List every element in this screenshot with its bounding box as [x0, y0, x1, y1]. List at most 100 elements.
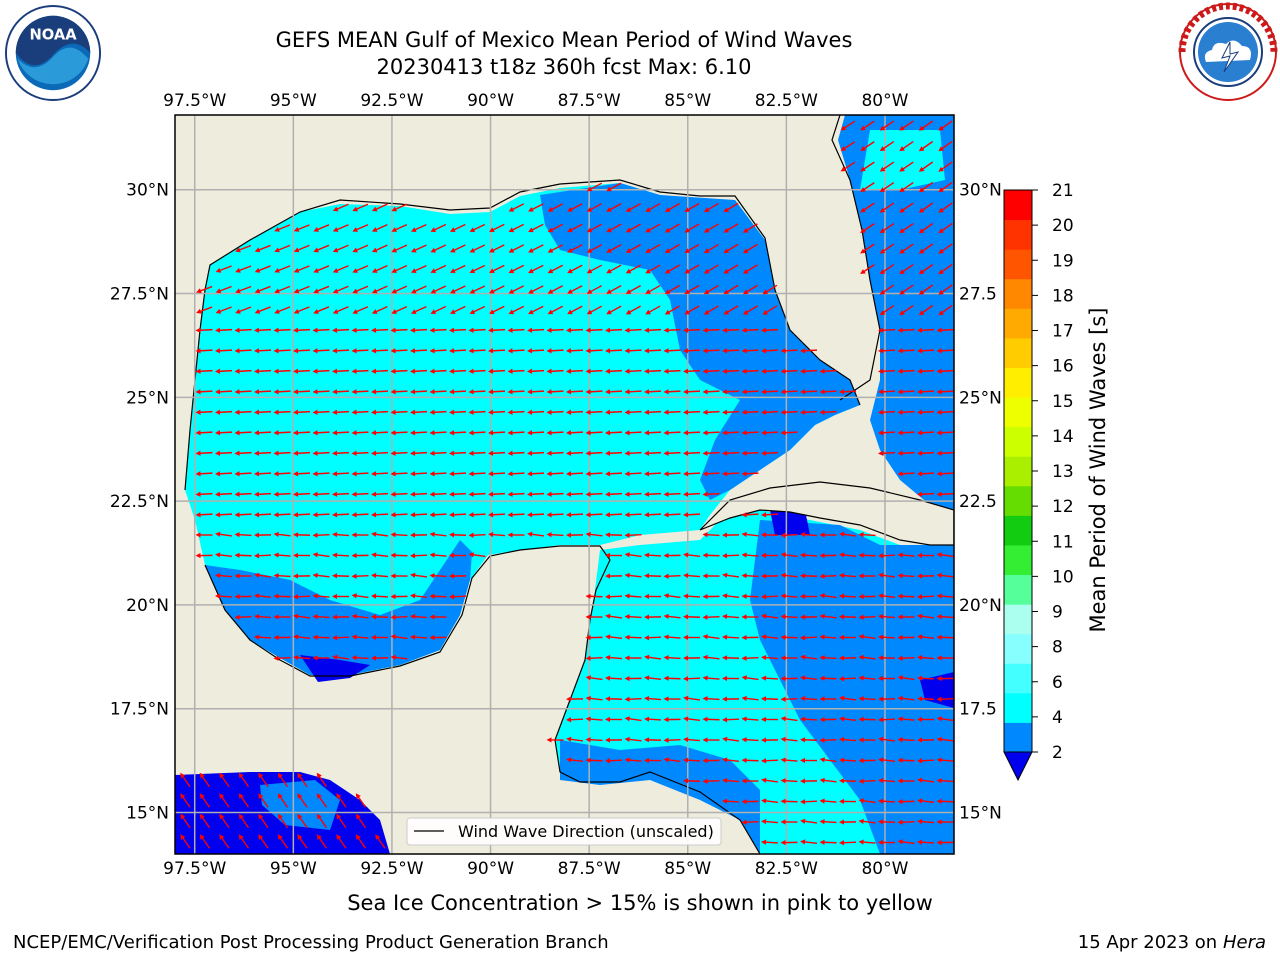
wave-direction-arrow: [702, 614, 720, 620]
wave-direction-arrow: [469, 244, 486, 253]
wave-direction-arrow: [238, 793, 250, 808]
wave-direction-arrow: [644, 675, 662, 681]
wave-direction-arrow: [761, 532, 779, 538]
wave-direction-arrow: [351, 348, 369, 354]
wave-direction-arrow: [585, 450, 603, 456]
wave-direction-arrow: [819, 798, 837, 804]
wave-direction-arrow: [567, 203, 583, 212]
wave-direction-arrow: [258, 834, 269, 849]
wave-direction-arrow: [780, 839, 798, 846]
wave-direction-arrow: [605, 409, 623, 415]
wave-direction-arrow: [410, 348, 428, 354]
wave-direction-arrow: [371, 491, 389, 497]
wave-direction-arrow: [741, 450, 759, 456]
lon-tick-bottom: 82.5°W: [755, 859, 818, 879]
wave-direction-arrow: [684, 264, 700, 274]
wave-direction-arrow: [508, 244, 525, 253]
wave-direction-arrow: [819, 777, 837, 784]
wave-direction-arrow: [625, 223, 641, 233]
wave-direction-arrow: [273, 614, 291, 620]
wave-direction-arrow: [897, 573, 915, 579]
wave-direction-arrow: [839, 716, 857, 722]
wave-direction-arrow: [878, 553, 896, 559]
wave-direction-arrow: [254, 265, 271, 273]
wave-direction-arrow: [332, 430, 350, 436]
wave-direction-arrow: [683, 368, 701, 374]
wave-direction-arrow: [293, 327, 311, 333]
wave-direction-arrow: [254, 409, 272, 415]
wave-direction-arrow: [429, 491, 447, 497]
wave-direction-arrow: [215, 409, 233, 415]
wave-direction-arrow: [624, 675, 642, 682]
wave-direction-arrow: [897, 655, 915, 661]
wave-direction-arrow: [293, 244, 310, 253]
wave-direction-arrow: [917, 737, 935, 743]
wave-direction-arrow: [313, 224, 330, 232]
wave-direction-arrow: [878, 819, 896, 825]
chart-title: GEFS MEAN Gulf of Mexico Mean Period of …: [275, 28, 853, 52]
wave-direction-arrow: [741, 798, 759, 805]
wave-direction-arrow: [585, 327, 603, 333]
wave-direction-arrow: [702, 450, 720, 456]
wave-direction-arrow: [683, 512, 701, 518]
colorbar-segment: [1004, 692, 1032, 723]
wave-direction-arrow: [274, 285, 291, 294]
wave-direction-arrow: [410, 634, 428, 640]
wave-direction-arrow: [741, 695, 759, 702]
wave-direction-arrow: [297, 793, 308, 808]
wave-direction-arrow: [761, 368, 779, 374]
wave-direction-arrow: [741, 389, 759, 395]
wave-direction-arrow: [800, 675, 818, 681]
wave-direction-arrow: [625, 305, 641, 315]
wave-direction-arrow: [371, 306, 388, 314]
wave-direction-arrow: [702, 491, 720, 497]
wave-direction-arrow: [897, 471, 915, 477]
wave-direction-arrow: [644, 695, 662, 702]
wave-direction-arrow: [917, 675, 935, 681]
wave-direction-arrow: [703, 202, 719, 213]
wave-direction-arrow: [624, 348, 642, 354]
wave-direction-arrow: [878, 613, 896, 620]
wave-direction-arrow: [800, 799, 818, 805]
wave-direction-arrow: [390, 409, 408, 415]
wave-direction-arrow: [819, 593, 837, 599]
wave-direction-arrow: [878, 430, 896, 436]
wave-direction-arrow: [605, 675, 623, 681]
atlantic-water: [838, 115, 954, 510]
wave-direction-arrow: [254, 389, 272, 395]
colorbar-segment: [1004, 397, 1032, 428]
wave-direction-arrow: [567, 285, 583, 294]
wave-direction-arrow: [390, 471, 408, 477]
wave-direction-arrow: [819, 634, 837, 640]
wave-direction-arrow: [683, 716, 701, 722]
wave-direction-arrow: [780, 430, 798, 436]
wave-direction-arrow: [410, 368, 428, 374]
wave-direction-arrow: [312, 634, 330, 640]
wave-direction-arrow: [683, 389, 701, 395]
wave-direction-arrow: [741, 737, 759, 743]
wave-direction-arrow: [449, 305, 466, 314]
wave-direction-arrow: [762, 305, 778, 315]
wave-direction-arrow: [663, 389, 681, 395]
wave-direction-arrow: [449, 223, 466, 232]
wave-direction-arrow: [430, 285, 447, 294]
wave-direction-arrow: [316, 772, 328, 788]
wave-direction-arrow: [316, 793, 328, 808]
wave-direction-arrow: [624, 593, 642, 599]
wave-direction-arrow: [722, 613, 740, 620]
wave-direction-arrow: [293, 552, 311, 559]
lon-tick-top: 82.5°W: [755, 91, 818, 111]
wave-direction-arrow: [702, 654, 720, 661]
colorbar-tick: 13: [1052, 462, 1074, 482]
colorbar-tick: 11: [1052, 532, 1074, 552]
wave-direction-arrow: [800, 389, 818, 395]
wave-direction-arrow: [488, 368, 506, 374]
wave-direction-arrow: [917, 798, 935, 804]
wave-direction-arrow: [606, 182, 622, 192]
wave-direction-arrow: [800, 635, 818, 641]
wave-direction-arrow: [800, 778, 818, 784]
wave-direction-arrow: [606, 264, 622, 274]
wave-direction-arrow: [780, 716, 798, 722]
wave-direction-arrow: [800, 573, 818, 579]
colorbar-tick: 9: [1052, 603, 1063, 623]
